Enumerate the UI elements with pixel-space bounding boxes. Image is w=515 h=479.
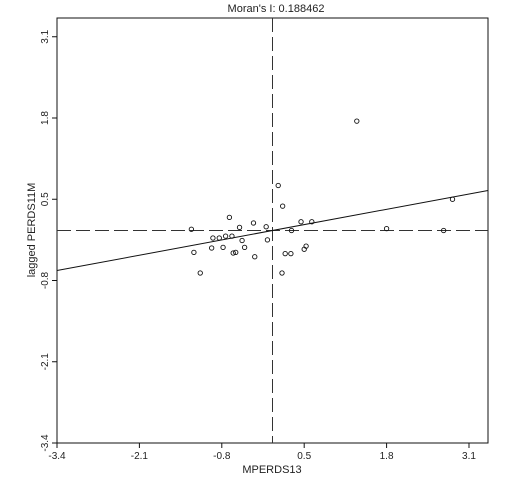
x-tick-label: -2.1 [131, 451, 149, 462]
y-axis-label: lagged PERDS11M [26, 183, 38, 278]
x-tick-label: 3.1 [462, 451, 476, 462]
data-point [229, 233, 235, 239]
y-tick-label: -0.8 [40, 271, 51, 289]
y-tick-label: -3.4 [40, 434, 51, 452]
data-point [264, 237, 271, 243]
x-axis-label: MPERDS13 [242, 464, 301, 476]
data-point [222, 233, 229, 239]
x-tick-label: -0.8 [213, 451, 231, 462]
data-point [236, 224, 243, 231]
data-point [226, 214, 233, 221]
regression-line [56, 189, 489, 272]
y-tick-label: 1.8 [40, 111, 51, 125]
data-point [440, 227, 447, 234]
data-point [303, 243, 309, 249]
data-point [220, 244, 226, 251]
data-point [191, 249, 197, 256]
data-point [288, 250, 294, 257]
data-point [233, 249, 239, 256]
data-point [354, 118, 360, 124]
data-point [263, 224, 269, 230]
chart-title: Moran's I: 0.188462 [228, 3, 325, 15]
data-point [275, 182, 281, 189]
y-tick-label: 0.5 [40, 192, 51, 206]
data-point [230, 250, 236, 256]
x-tick-label: 1.8 [380, 451, 394, 462]
y-tick-label: -2.1 [40, 353, 51, 371]
data-point [309, 219, 315, 225]
data-point [279, 203, 286, 209]
data-point [383, 225, 390, 232]
data-point [298, 219, 304, 225]
data-point [209, 245, 215, 251]
data-point [241, 244, 248, 251]
data-point [197, 270, 203, 276]
data-point [188, 226, 195, 232]
data-point [252, 254, 258, 260]
data-point [449, 196, 456, 202]
data-point [282, 250, 288, 257]
y-tick-label: 3.1 [40, 29, 51, 43]
data-point [216, 235, 222, 241]
data-point [250, 220, 257, 226]
x-tick-label: -3.4 [48, 451, 66, 462]
data-point [239, 237, 245, 244]
data-point [210, 235, 216, 241]
data-point [288, 227, 295, 234]
data-point [279, 270, 285, 276]
x-tick-label: 0.5 [297, 451, 311, 462]
